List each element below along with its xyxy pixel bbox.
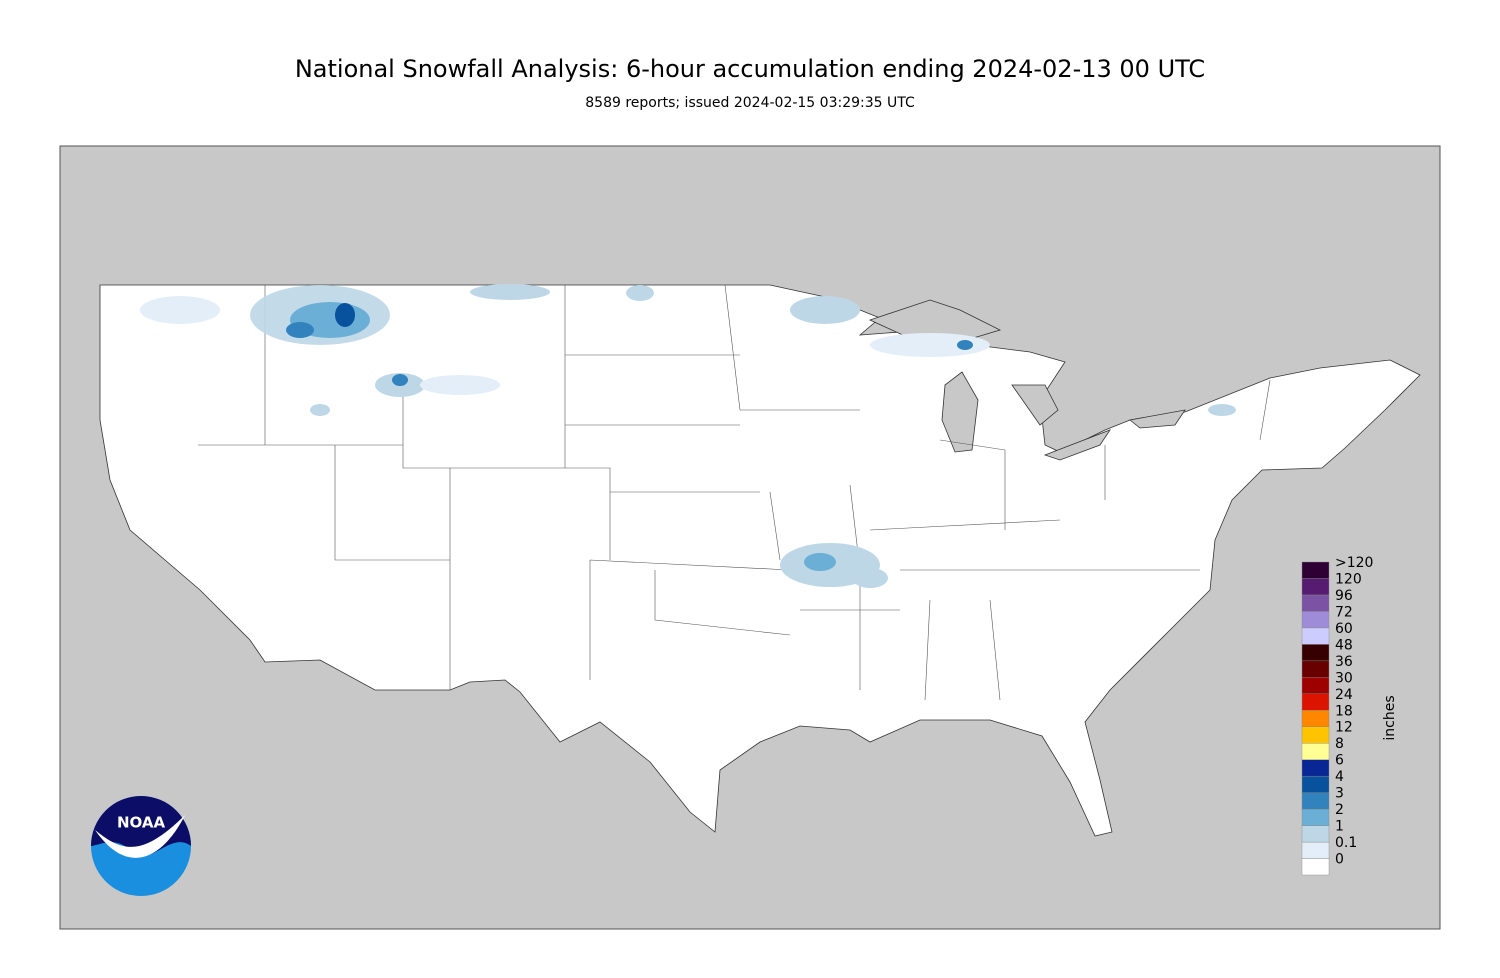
legend-label: 0.1 (1335, 835, 1357, 851)
legend-label: 1 (1335, 819, 1344, 835)
great-lakes (868, 299, 1186, 461)
legend-swatch (1301, 743, 1330, 760)
legend-label: 30 (1335, 670, 1353, 686)
legend-swatch (1301, 726, 1330, 744)
legend-label: 2 (1335, 802, 1344, 818)
legend-label: 3 (1335, 786, 1344, 802)
legend-label: 36 (1335, 654, 1353, 670)
legend-label: 12 (1335, 720, 1353, 736)
legend-label: 18 (1335, 703, 1353, 719)
legend-swatch (1301, 808, 1330, 826)
legend-label: 96 (1335, 588, 1353, 604)
legend-swatch (1301, 660, 1330, 678)
legend-swatch (1301, 644, 1330, 662)
legend-label: 48 (1335, 637, 1353, 653)
subtitle: 8589 reports; issued 2024-02-15 03:29:35… (585, 95, 915, 111)
legend-swatch (1301, 578, 1330, 596)
legend-swatch (1301, 677, 1330, 694)
legend-label: 0 (1335, 852, 1344, 868)
legend-swatch (1301, 775, 1330, 793)
legend-swatch (1301, 561, 1330, 579)
legend-swatch (1301, 858, 1330, 876)
map (59, 145, 1441, 930)
noaa-logo: NOAA (91, 796, 191, 896)
legend-swatch (1301, 594, 1330, 612)
legend-label: 120 (1335, 571, 1362, 587)
title: National Snowfall Analysis: 6-hour accum… (295, 55, 1205, 83)
legend-label: 6 (1335, 753, 1344, 769)
legend-swatch (1301, 693, 1330, 711)
legend-label: 24 (1335, 687, 1353, 703)
snowfall-areas (140, 284, 1236, 588)
legend-swatch (1301, 710, 1330, 727)
legend-label: >120 (1335, 555, 1373, 571)
legend-label: 4 (1335, 769, 1344, 785)
legend-swatch (1301, 627, 1330, 645)
legend-swatch (1301, 759, 1330, 777)
legend-swatch (1301, 792, 1330, 810)
legend-swatch (1301, 825, 1330, 843)
legend-label: 8 (1335, 736, 1344, 752)
legend-label: 72 (1335, 604, 1353, 620)
legend-swatch (1301, 841, 1330, 859)
legend-unit: inches (1382, 695, 1398, 740)
legend-swatch (1301, 611, 1330, 629)
legend-label: 60 (1335, 621, 1353, 637)
legend: inches 00.1123468121824303648607296120>1… (1301, 555, 1398, 876)
logo-text: NOAA (117, 814, 166, 832)
state-borders (198, 284, 1271, 701)
